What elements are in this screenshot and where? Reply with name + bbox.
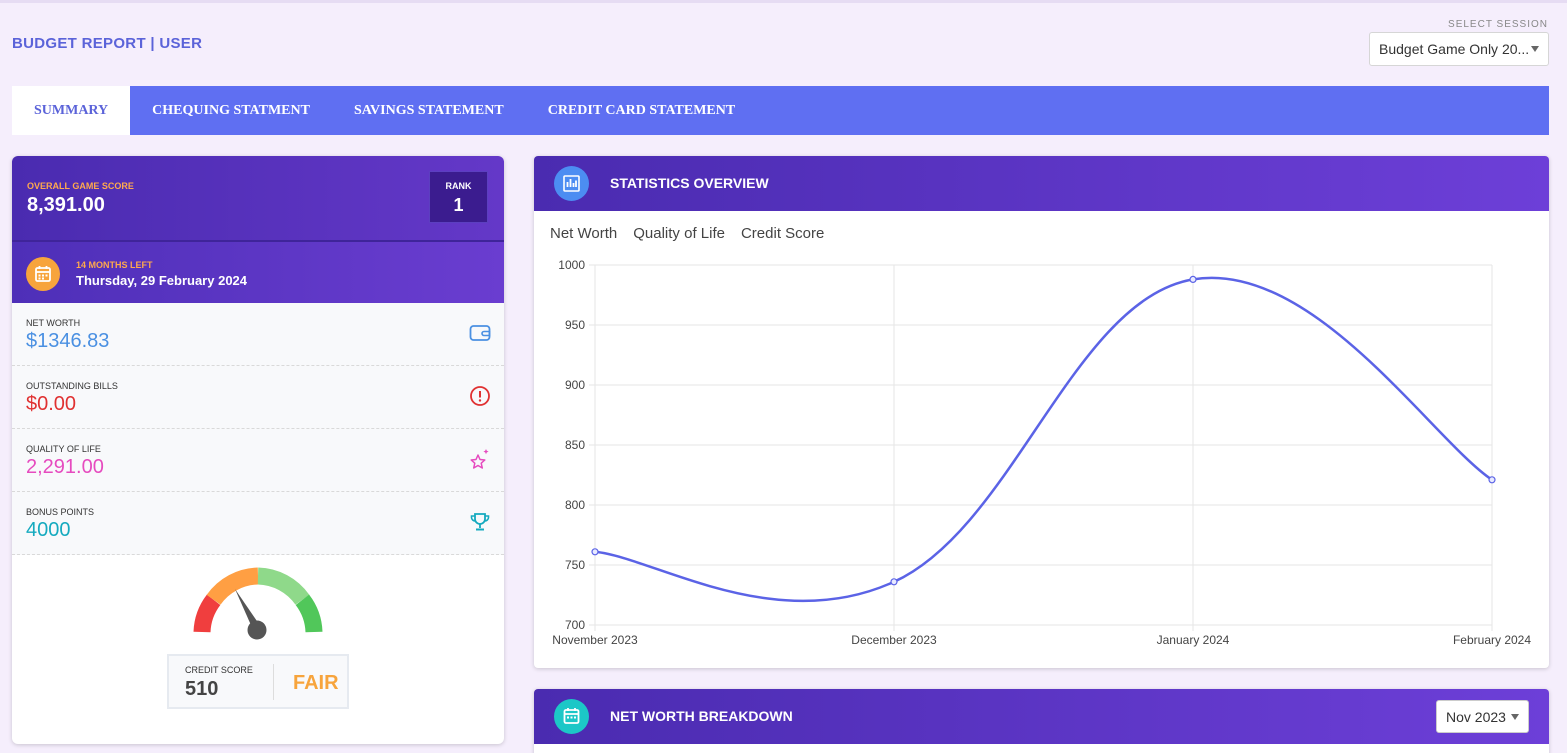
tab-savings-statement[interactable]: SAVINGS STATEMENT	[353, 103, 504, 118]
current-date: Thursday, 29 February 2024	[76, 273, 248, 288]
page-title: BUDGET REPORT | USER	[12, 35, 203, 52]
y-tick-label: 900	[565, 378, 585, 392]
stat-net-worth: NET WORTH $1346.83	[12, 303, 504, 366]
wallet-icon	[468, 321, 492, 345]
chart-tab-credit-score[interactable]: Credit Score	[740, 225, 825, 242]
net-worth-breakdown-header: NET WORTH BREAKDOWN Nov 2023	[534, 689, 1549, 744]
x-tick-label: November 2023	[552, 633, 638, 647]
score-header: OVERALL GAME SCORE 8,391.00 RANK 1	[12, 156, 504, 240]
statistics-title: STATISTICS OVERVIEW	[610, 175, 769, 191]
chart-tab-net-worth[interactable]: Net Worth	[550, 225, 618, 242]
top-strip	[0, 0, 1567, 3]
statistics-card: STATISTICS OVERVIEW Net Worth Quality of…	[534, 156, 1549, 668]
credit-score-label: CREDIT SCORE	[185, 665, 253, 675]
stat-quality-of-life: QUALITY OF LIFE 2,291.00	[12, 429, 504, 492]
net-worth-breakdown-title: NET WORTH BREAKDOWN	[610, 708, 793, 724]
chart-tabs: Net Worth Quality of Life Credit Score	[550, 225, 824, 242]
x-tick-label: January 2024	[1157, 633, 1230, 647]
rank-box: RANK 1	[429, 171, 488, 223]
sparkle-star-icon	[468, 447, 492, 471]
stat-value: 2,291.00	[26, 456, 104, 478]
x-tick-label: December 2023	[851, 633, 937, 647]
score-label: OVERALL GAME SCORE	[27, 181, 134, 191]
stat-value: $1346.83	[26, 330, 110, 352]
chevron-down-icon	[1531, 46, 1539, 52]
calendar-icon	[554, 699, 589, 734]
month-select-value: Nov 2023	[1446, 709, 1506, 725]
stat-bonus-points: BONUS POINTS 4000	[12, 492, 504, 555]
data-point	[1189, 275, 1197, 283]
chart-tab-quality-of-life[interactable]: Quality of Life	[633, 225, 725, 242]
alert-circle-icon	[468, 384, 492, 408]
data-point	[890, 578, 898, 586]
session-label: SELECT SESSION	[1448, 19, 1548, 30]
credit-score-gauge	[193, 567, 323, 640]
stat-value: 4000	[26, 519, 71, 541]
months-left: 14 MONTHS LEFT	[76, 260, 153, 270]
summary-card: OVERALL GAME SCORE 8,391.00 RANK 1 14 MO…	[12, 156, 504, 744]
net-worth-breakdown-card: NET WORTH BREAKDOWN Nov 2023	[534, 689, 1549, 753]
credit-score-box: CREDIT SCORE 510 FAIR	[167, 654, 349, 709]
session-select[interactable]: Budget Game Only 20...	[1369, 32, 1549, 66]
session-select-value: Budget Game Only 20...	[1379, 41, 1530, 57]
y-tick-label: 800	[565, 498, 585, 512]
bar-chart-icon	[554, 166, 589, 201]
credit-rating: FAIR	[293, 672, 339, 694]
stat-label: QUALITY OF LIFE	[26, 444, 101, 454]
chevron-down-icon	[1511, 714, 1519, 720]
y-tick-label: 1000	[558, 258, 585, 272]
calendar-icon	[26, 257, 60, 291]
trophy-icon	[468, 510, 492, 534]
data-point	[1488, 476, 1496, 484]
stat-label: BONUS POINTS	[26, 507, 95, 517]
y-tick-label: 750	[565, 558, 585, 572]
statistics-line-chart: 700 750 800 850 900 950 1000 November 2023 Decem…	[552, 258, 1531, 647]
x-tick-label: February 2024	[1453, 633, 1531, 647]
stat-value: $0.00	[26, 393, 77, 415]
report-tabs: SUMMARY CHEQUING STATMENT SAVINGS STATEM…	[12, 86, 1549, 135]
stat-label: NET WORTH	[26, 318, 81, 328]
rank-label: RANK	[445, 181, 472, 191]
divider	[273, 664, 274, 700]
statistics-header: STATISTICS OVERVIEW	[534, 156, 1549, 211]
tab-chequing-statement[interactable]: CHEQUING STATMENT	[152, 103, 310, 118]
y-tick-label: 850	[565, 438, 585, 452]
stat-outstanding-bills: OUTSTANDING BILLS $0.00	[12, 366, 504, 429]
data-point	[591, 548, 599, 556]
tab-summary[interactable]: SUMMARY	[12, 86, 131, 135]
series-line	[594, 276, 1493, 603]
score-value: 8,391.00	[27, 194, 105, 216]
tab-credit-card-statement[interactable]: CREDIT CARD STATEMENT	[547, 103, 736, 118]
credit-score-value: 510	[185, 678, 219, 700]
date-row: 14 MONTHS LEFT Thursday, 29 February 202…	[12, 240, 504, 303]
y-tick-label: 700	[565, 618, 585, 632]
y-tick-label: 950	[565, 318, 585, 332]
stat-label: OUTSTANDING BILLS	[26, 381, 118, 391]
rank-value: 1	[453, 195, 464, 215]
month-select[interactable]: Nov 2023	[1436, 700, 1529, 733]
